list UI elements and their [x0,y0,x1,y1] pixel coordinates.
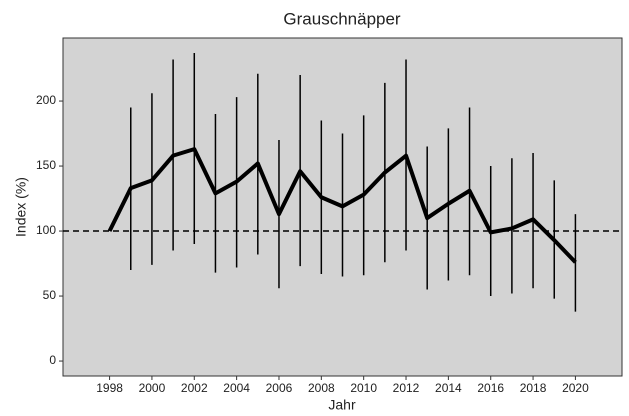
y-axis-title: Index (%) [13,177,29,237]
y-tick-label: 200 [36,93,56,107]
chart-title: Grauschnäpper [283,9,401,28]
y-tick-label: 50 [43,288,57,302]
x-tick-label: 2002 [181,381,208,395]
y-tick-label: 100 [36,223,56,237]
y-tick-label: 0 [49,353,56,367]
x-tick-label: 2016 [477,381,504,395]
x-tick-label: 2010 [350,381,377,395]
x-tick-label: 2008 [308,381,335,395]
y-tick-label: 150 [36,158,56,172]
x-axis-title: Jahr [328,397,356,413]
x-tick-label: 2014 [435,381,462,395]
x-tick-label: 2000 [139,381,166,395]
x-tick-label: 2012 [393,381,420,395]
x-tick-label: 2004 [223,381,250,395]
x-tick-label: 2006 [266,381,293,395]
x-tick-label: 2020 [562,381,589,395]
x-tick-label: 2018 [520,381,547,395]
data-line [107,147,577,264]
x-tick-label: 1998 [96,381,123,395]
